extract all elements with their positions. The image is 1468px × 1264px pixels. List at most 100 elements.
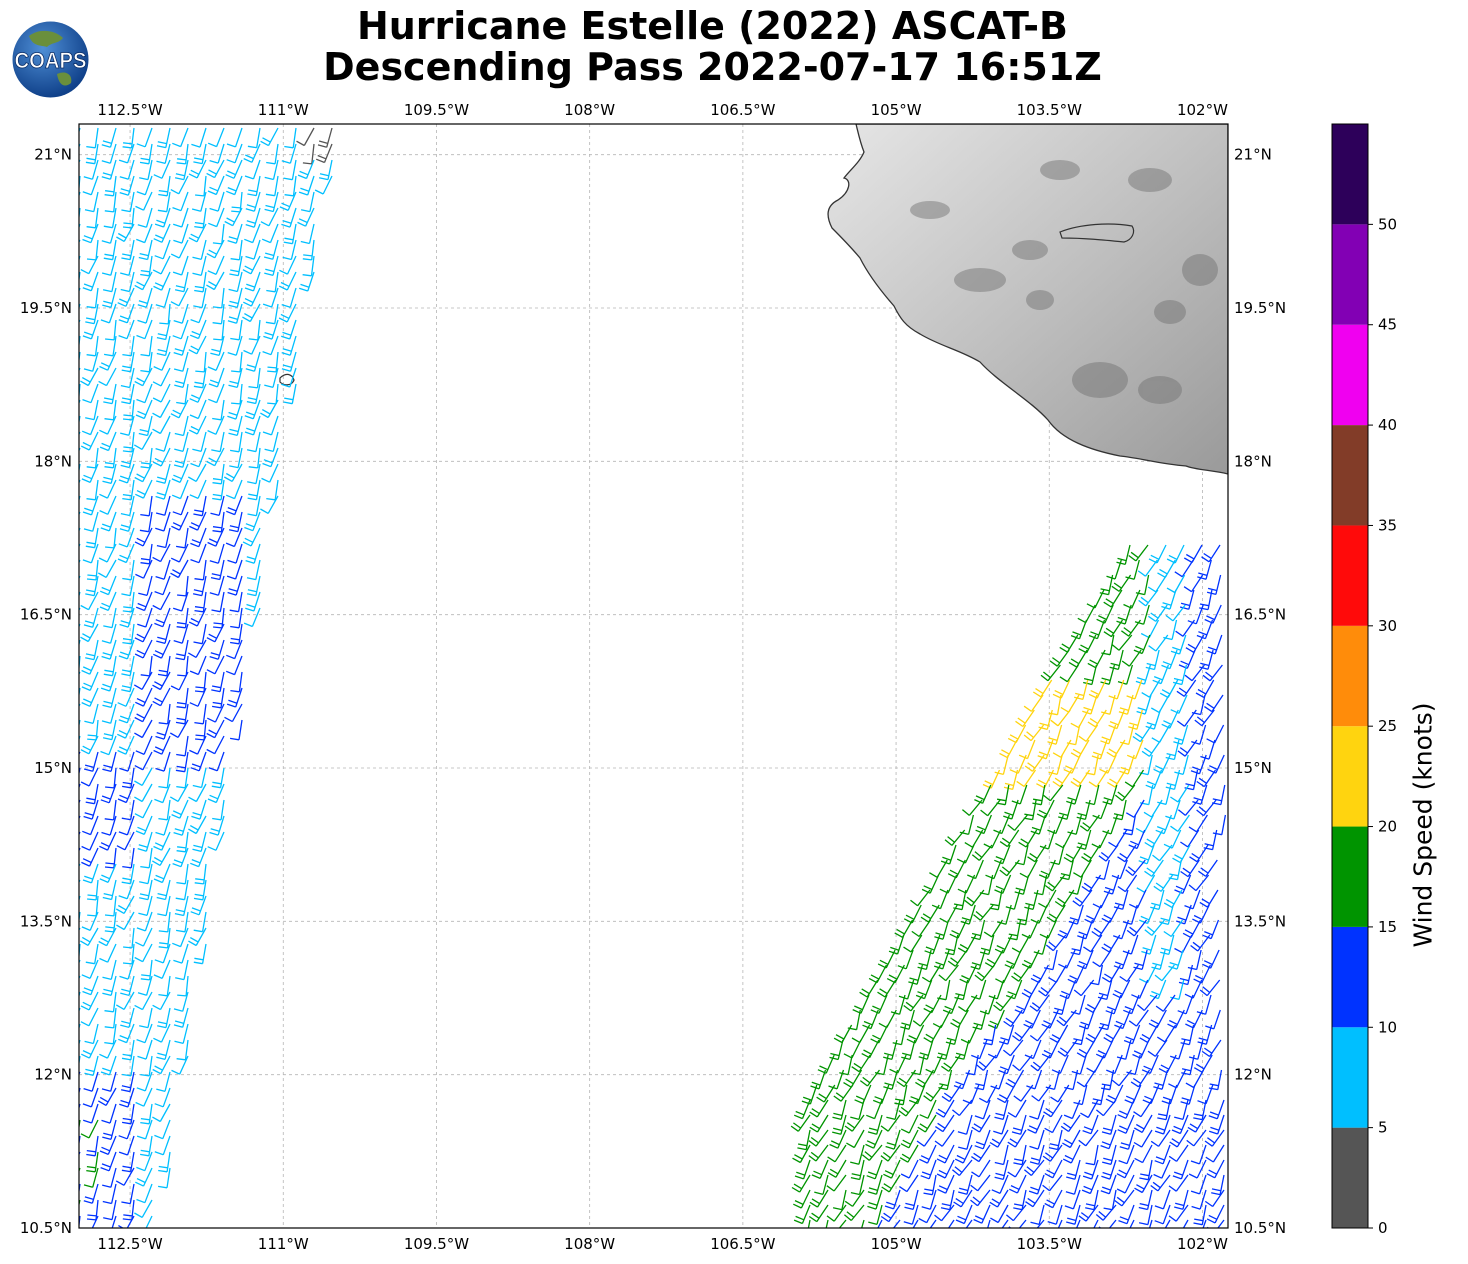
wind-barb [81,463,99,483]
wind-barb [1140,619,1160,639]
wind-barb [136,1151,153,1172]
wind-barb [82,319,99,340]
wind-barb [318,159,333,181]
wind-barb [152,255,171,275]
wind-barb [1190,1174,1207,1195]
wind-barb [923,1174,937,1196]
wind-barb [1182,1219,1189,1228]
wind-barb [1201,1039,1222,1058]
wind-barb [245,591,261,612]
wind-barb [79,735,81,742]
wind-barb [206,655,225,675]
wind-barb [266,271,279,293]
wind-barb [1117,1114,1135,1134]
wind-barb [138,575,153,597]
wind-barb [104,191,117,213]
wind-barb [867,1189,883,1210]
wind-barb [1068,649,1088,668]
wind-barb [1204,1129,1225,1147]
wind-barb [1076,1039,1096,1058]
wind-barb [83,159,99,180]
wind-barb [959,814,975,836]
wind-barb [1106,559,1122,580]
wind-barb [1026,1069,1043,1090]
wind-barb [915,1069,935,1088]
wind-barb [1155,814,1173,835]
wind-barb [792,1144,811,1164]
wind-barb [83,1183,99,1204]
wind-barb [1100,1174,1117,1195]
wind-barb [227,223,243,244]
wind-barb [1168,949,1184,970]
wind-barb [173,351,189,372]
wind-barb [1188,814,1208,833]
wind-barb [1036,769,1055,789]
wind-barb [1187,949,1202,971]
wind-barb [982,1024,997,1046]
wind-barb [99,943,117,963]
wind-barb [226,687,243,708]
wind-barb [101,143,117,164]
wind-barb [247,479,261,501]
wind-barb [79,271,81,284]
wind-barb [839,1054,853,1076]
wind-barb [1036,799,1055,819]
wind-barb [1124,1084,1142,1104]
wind-barb [281,207,297,228]
wind-barb [87,719,99,741]
lon-tick-label-bottom: 105°W [871,1235,922,1253]
wind-barb [156,1071,171,1093]
wind-barb [1030,1204,1045,1226]
wind-barb [136,1183,153,1204]
wind-barb [1092,949,1112,968]
wind-barb [265,175,279,197]
wind-barb [139,1135,153,1157]
wind-barb [134,767,153,786]
wind-barb [1128,829,1146,850]
wind-barb [121,383,135,405]
wind-barb [816,1084,836,1103]
wind-barb [208,367,225,388]
wind-barb [1077,949,1094,970]
wind-barb [1143,799,1163,818]
wind-barb [1043,949,1058,971]
wind-barb [79,799,81,805]
wind-barb [937,1174,955,1194]
wind-barb [980,799,1001,817]
wind-barb [1112,979,1131,999]
wind-barb [1116,1174,1135,1194]
wind-barb [82,383,99,404]
wind-barb [135,1167,153,1187]
wind-barb [1038,709,1053,731]
wind-barb [99,495,117,515]
wind-barb [137,207,153,228]
wind-barb [921,874,940,894]
wind-barb [230,607,243,629]
wind-barb [827,1159,847,1178]
lat-tick-label-left: 10.5°N [20,1219,72,1237]
wind-barb [300,191,315,213]
wind-barb [942,994,960,1015]
wind-barb [1187,1114,1207,1133]
wind-barb [1039,829,1056,850]
wind-barb [140,335,153,357]
terrain-shading [910,160,1218,404]
wind-barb [227,303,243,324]
wind-barb [174,415,189,437]
wind-barb [208,751,225,772]
wind-barb [970,1174,991,1192]
wind-barb [1192,784,1208,805]
wind-barb [118,1023,135,1044]
wind-barb [79,1023,81,1031]
colorbar-bin [1332,625,1368,727]
wind-barb [1048,1129,1063,1151]
wind-barb [971,919,986,941]
wind-barb [173,303,189,324]
wind-barb [903,934,923,953]
wind-barb [1168,859,1182,881]
wind-barb [79,1215,81,1228]
wind-barb [154,1119,171,1140]
wind-barb [102,751,117,773]
wind-barb [134,527,153,547]
wind-barb [176,143,189,165]
